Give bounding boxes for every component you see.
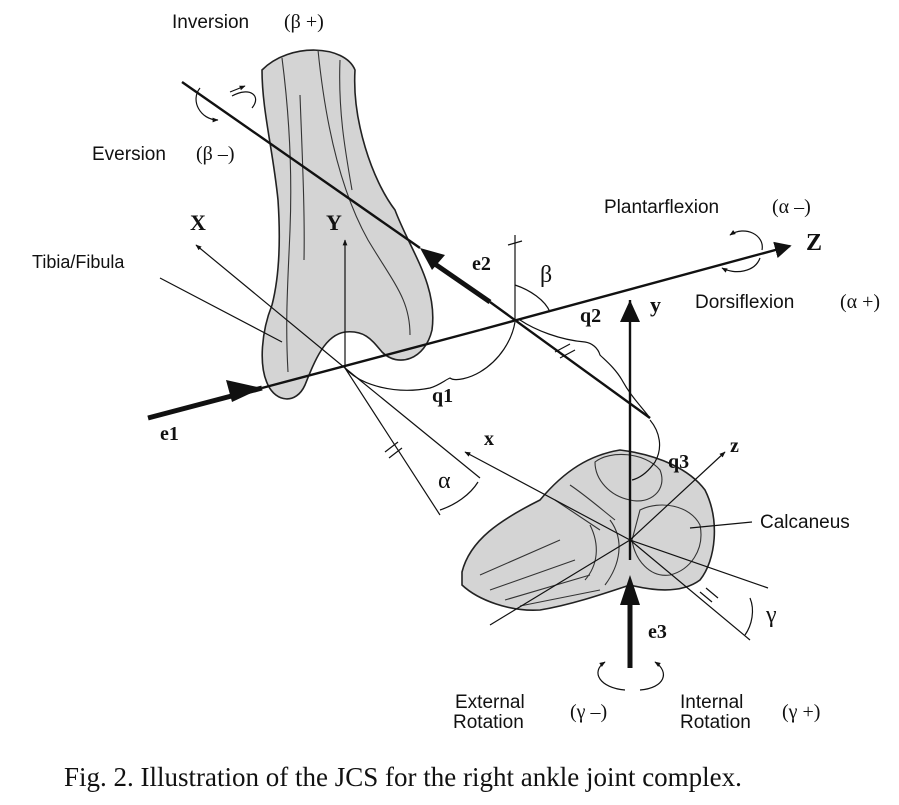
e1-axis bbox=[147, 241, 792, 421]
internal-rotation-sign: (γ +) bbox=[782, 701, 820, 723]
Y-axis-label: Y bbox=[326, 210, 342, 235]
beta-symbol: β bbox=[540, 262, 552, 288]
eversion-label: Eversion bbox=[92, 144, 166, 165]
external-rotation-label-2: Rotation bbox=[453, 712, 524, 733]
gamma-symbol: γ bbox=[765, 602, 777, 628]
plantarflexion-rotation-arrow[interactable] bbox=[721, 230, 763, 273]
plantarflexion-sign: (α –) bbox=[772, 196, 811, 218]
inversion-label: Inversion bbox=[172, 12, 249, 33]
dorsiflexion-label: Dorsiflexion bbox=[695, 292, 794, 313]
y-axis-label: y bbox=[650, 292, 661, 317]
e2-label: e2 bbox=[472, 253, 491, 275]
tibia-fibula-bone bbox=[261, 49, 434, 400]
calcaneus-label: Calcaneus bbox=[760, 512, 850, 533]
q1-label: q1 bbox=[432, 385, 453, 407]
inversion-rotation-arrow[interactable] bbox=[195, 85, 257, 120]
gamma-arc bbox=[699, 587, 754, 636]
external-rotation-sign: (γ –) bbox=[570, 701, 607, 723]
x-axis-label: x bbox=[484, 428, 494, 450]
internal-rotation-label-2: Rotation bbox=[680, 712, 751, 733]
e2-axis bbox=[181, 81, 651, 419]
q3-label: q3 bbox=[668, 451, 689, 473]
tibia-fibula-label: Tibia/Fibula bbox=[32, 252, 125, 272]
alpha-symbol: α bbox=[438, 468, 451, 494]
plantarflexion-label: Plantarflexion bbox=[604, 197, 719, 218]
alpha-arc bbox=[384, 441, 479, 511]
y-axis bbox=[620, 300, 640, 322]
q-braces bbox=[344, 319, 661, 481]
inversion-sign: (β +) bbox=[284, 11, 324, 33]
e3-axis bbox=[620, 300, 640, 668]
beta-reference bbox=[507, 235, 551, 320]
e3-label: e3 bbox=[648, 621, 667, 643]
external-rotation-label-1: External bbox=[455, 692, 525, 713]
eversion-sign: (β –) bbox=[196, 143, 235, 165]
dorsiflexion-sign: (α +) bbox=[840, 291, 880, 313]
tibia-frame bbox=[195, 239, 481, 516]
e3-rotation-arrow[interactable] bbox=[597, 661, 665, 691]
tibia-leader-line bbox=[159, 277, 283, 343]
q2-label: q2 bbox=[580, 305, 601, 327]
calcaneus-leader-line bbox=[689, 521, 753, 529]
Z-axis-label: Z bbox=[806, 230, 822, 256]
figure-caption: Fig. 2. Illustration of the JCS for the … bbox=[64, 762, 742, 792]
e1-label: e1 bbox=[160, 423, 179, 445]
X-axis-label: X bbox=[190, 210, 206, 235]
foot-calcaneus-bones bbox=[461, 449, 716, 611]
internal-rotation-label-1: Internal bbox=[680, 692, 743, 713]
z-axis-label: z bbox=[730, 435, 739, 457]
calcaneus-frame bbox=[464, 451, 769, 641]
e2-ticks bbox=[554, 343, 576, 359]
